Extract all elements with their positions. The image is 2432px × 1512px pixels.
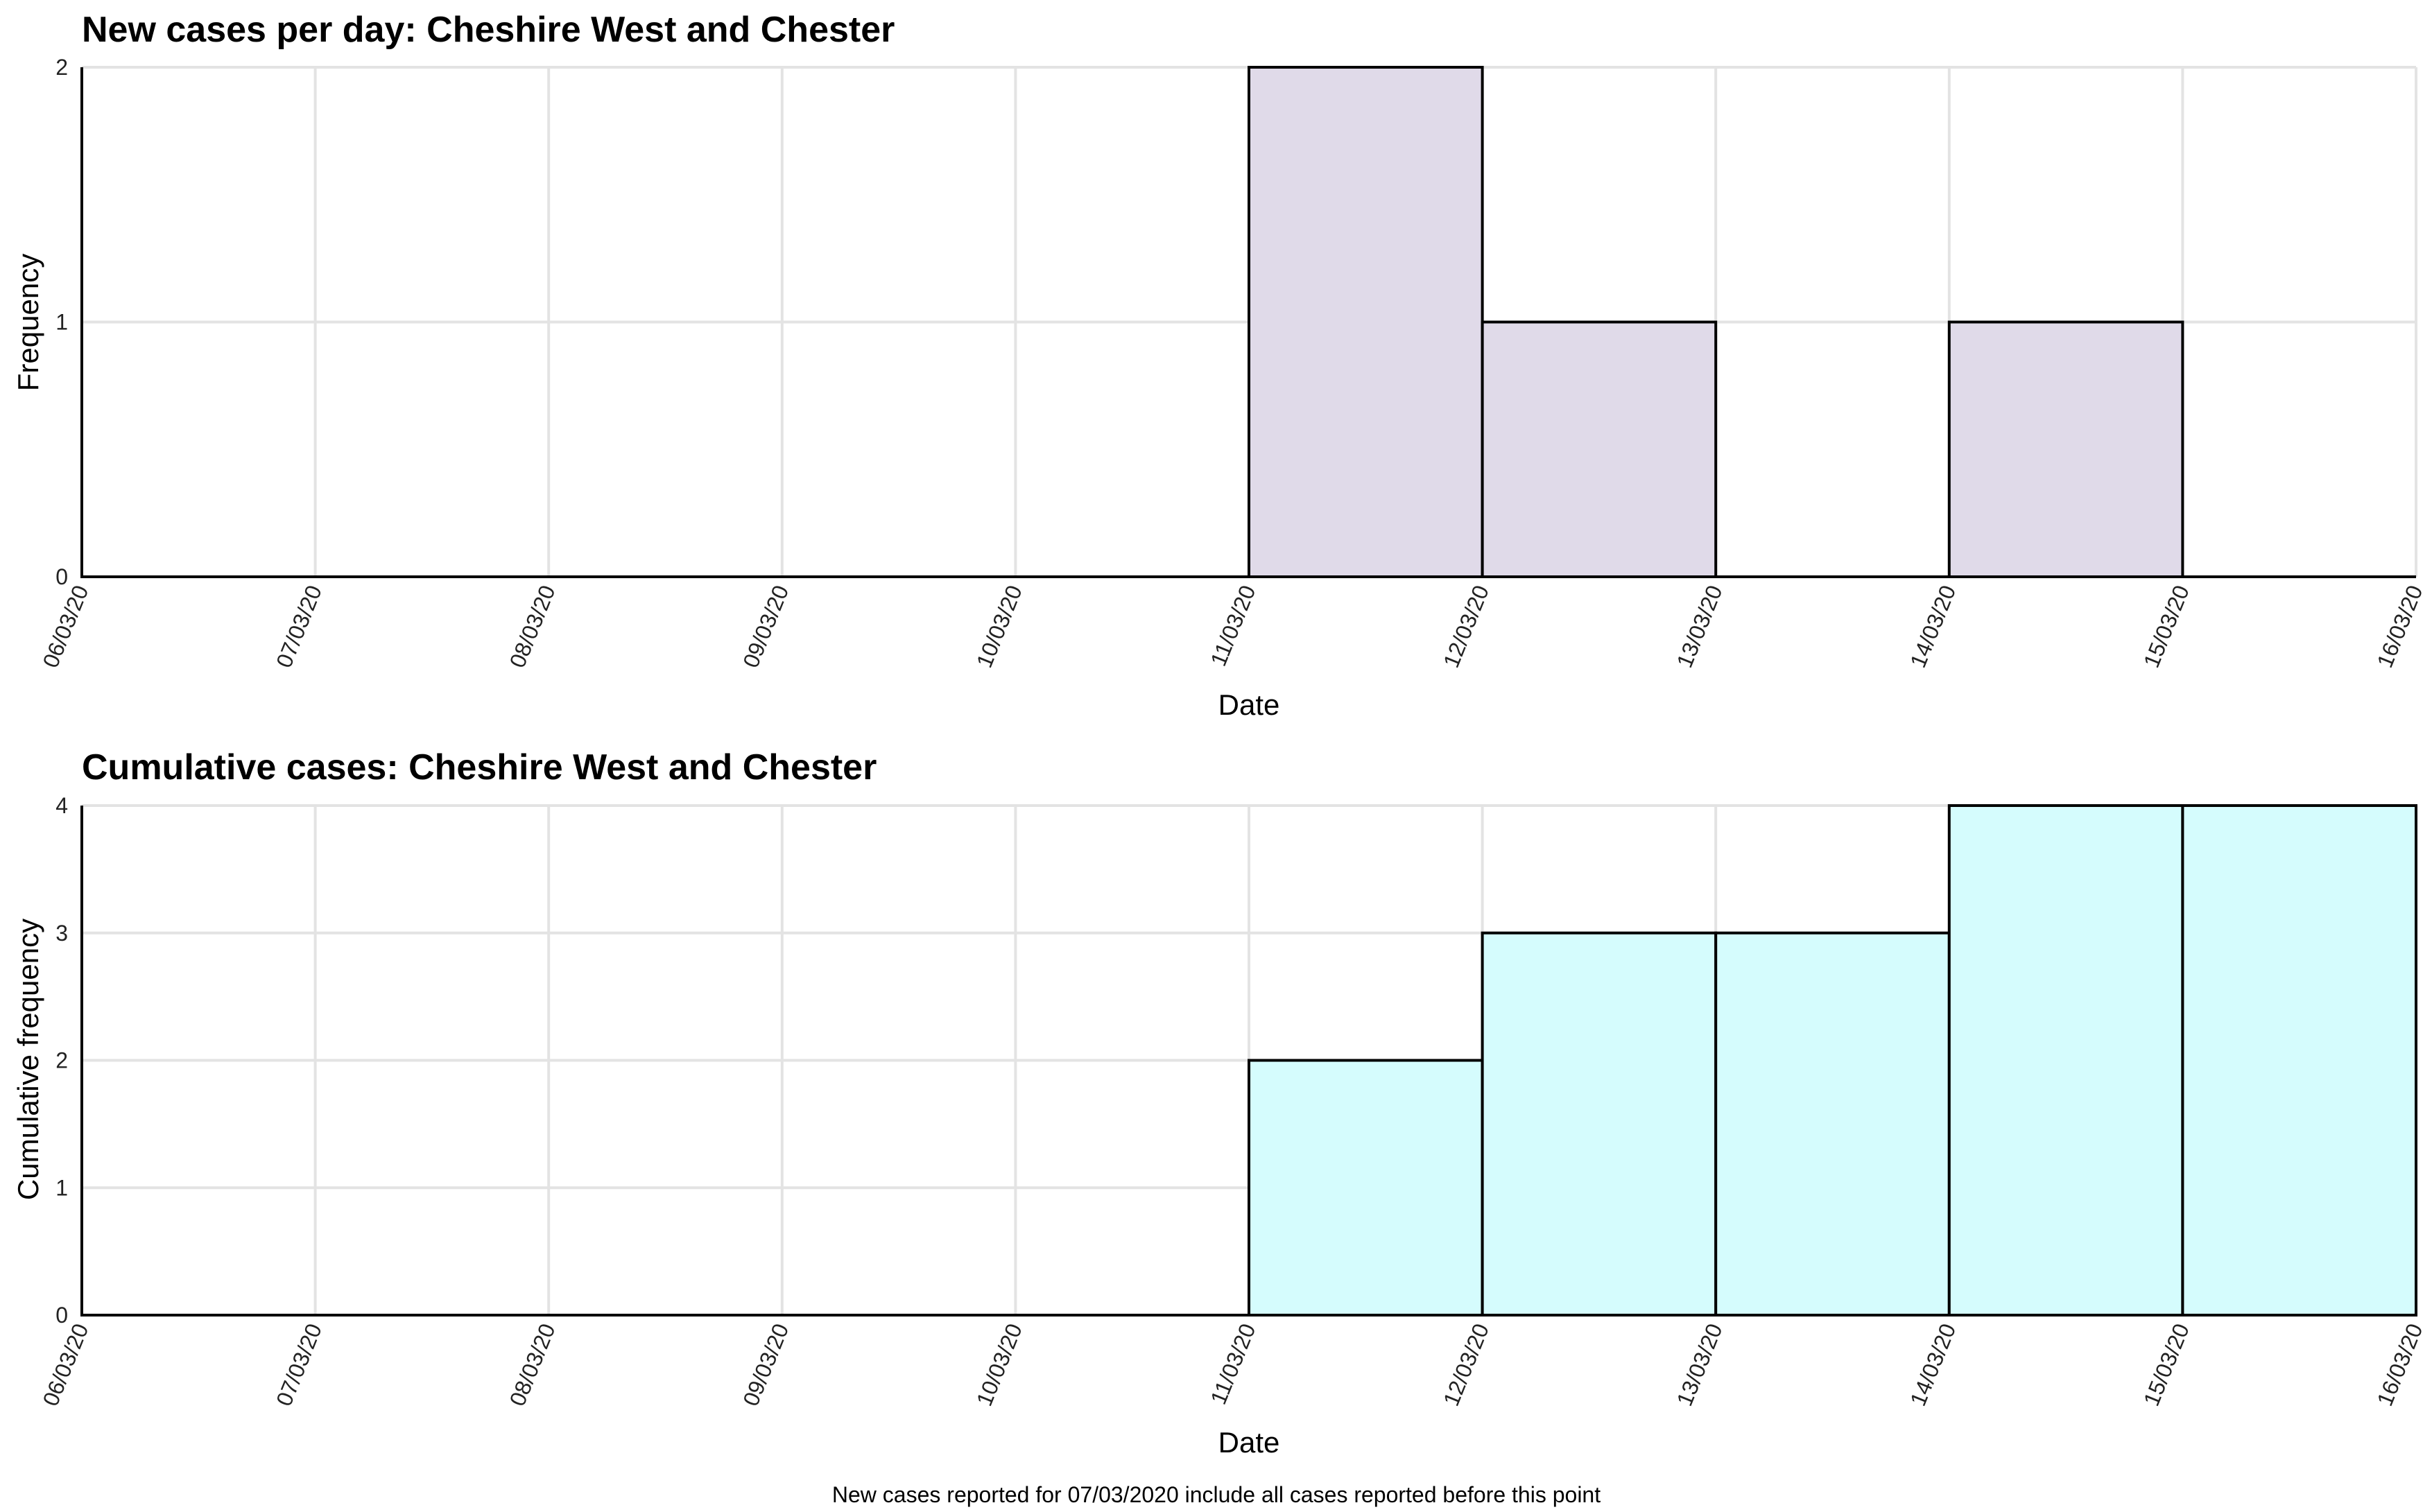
chart-title: Cumulative cases: Cheshire West and Ches… xyxy=(82,747,877,788)
y-tick-label: 1 xyxy=(55,1175,68,1200)
bar xyxy=(1714,931,1951,1317)
bars xyxy=(1248,804,2417,1317)
bar xyxy=(2181,804,2417,1317)
cumulative-cases-chart: Cumulative cases: Cheshire West and Ches… xyxy=(12,747,2427,1459)
y-tick-label: 4 xyxy=(55,793,68,818)
x-tick-label: 08/03/20 xyxy=(505,1320,560,1409)
x-tick-labels: 06/03/20 07/03/20 08/03/20 09/03/20 10/03/20… xyxy=(37,582,2427,671)
y-tick-label: 0 xyxy=(55,1303,68,1328)
x-tick-label: 15/03/20 xyxy=(2139,1320,2194,1409)
y-axis-label: Cumulative frequency xyxy=(12,919,44,1200)
x-tick-label: 14/03/20 xyxy=(1905,1320,1960,1409)
x-tick-label: 07/03/20 xyxy=(271,582,327,671)
axes xyxy=(80,67,2416,578)
x-tick-label: 10/03/20 xyxy=(972,1320,1027,1409)
bar xyxy=(1947,804,2184,1317)
y-tick-labels: 0 1 2 3 4 xyxy=(55,793,68,1328)
x-tick-label: 12/03/20 xyxy=(1438,1320,1494,1409)
y-tick-label: 3 xyxy=(55,921,68,946)
bar xyxy=(1481,931,1718,1317)
chart-title: New cases per day: Cheshire West and Che… xyxy=(82,10,895,50)
bar xyxy=(1248,66,1484,578)
x-tick-label: 09/03/20 xyxy=(738,1320,793,1409)
x-tick-label: 10/03/20 xyxy=(972,582,1027,671)
y-tick-labels: 0 1 2 xyxy=(55,55,68,589)
x-tick-label: 13/03/20 xyxy=(1672,1320,1727,1409)
footnote-caption: New cases reported for 07/03/2020 includ… xyxy=(832,1482,1601,1507)
y-tick-label: 0 xyxy=(55,564,68,589)
x-tick-label: 07/03/20 xyxy=(271,1320,327,1409)
x-tick-label: 11/03/20 xyxy=(1205,1320,1260,1408)
x-tick-label: 11/03/20 xyxy=(1205,582,1260,670)
x-axis-label: Date xyxy=(1218,1426,1280,1459)
daily-cases-chart: New cases per day: Cheshire West and Che… xyxy=(12,10,2427,721)
x-tick-label: 14/03/20 xyxy=(1905,582,1960,671)
x-tick-label: 16/03/20 xyxy=(2372,582,2427,671)
x-tick-labels: 06/03/20 07/03/20 08/03/20 09/03/20 10/03/20… xyxy=(37,1320,2427,1409)
x-tick-label: 15/03/20 xyxy=(2139,582,2194,671)
x-tick-label: 06/03/20 xyxy=(37,582,93,671)
bar xyxy=(1947,320,2184,578)
x-tick-label: 09/03/20 xyxy=(738,582,793,671)
bar xyxy=(1481,320,1718,578)
x-tick-label: 12/03/20 xyxy=(1438,582,1494,671)
y-axis-label: Frequency xyxy=(12,254,44,391)
x-tick-label: 13/03/20 xyxy=(1672,582,1727,671)
y-tick-label: 1 xyxy=(55,310,68,335)
x-tick-label: 06/03/20 xyxy=(37,1320,93,1409)
x-axis-label: Date xyxy=(1218,688,1280,721)
axes xyxy=(80,806,2416,1317)
bars xyxy=(1248,66,2184,578)
bar xyxy=(1248,1059,1484,1317)
y-tick-label: 2 xyxy=(55,55,68,80)
y-tick-label: 2 xyxy=(55,1048,68,1073)
x-tick-label: 16/03/20 xyxy=(2372,1320,2427,1409)
x-tick-label: 08/03/20 xyxy=(505,582,560,671)
